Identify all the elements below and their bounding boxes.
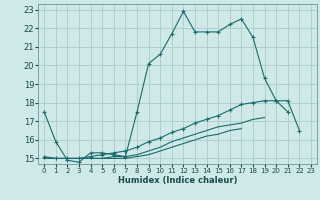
X-axis label: Humidex (Indice chaleur): Humidex (Indice chaleur) [118,176,237,185]
